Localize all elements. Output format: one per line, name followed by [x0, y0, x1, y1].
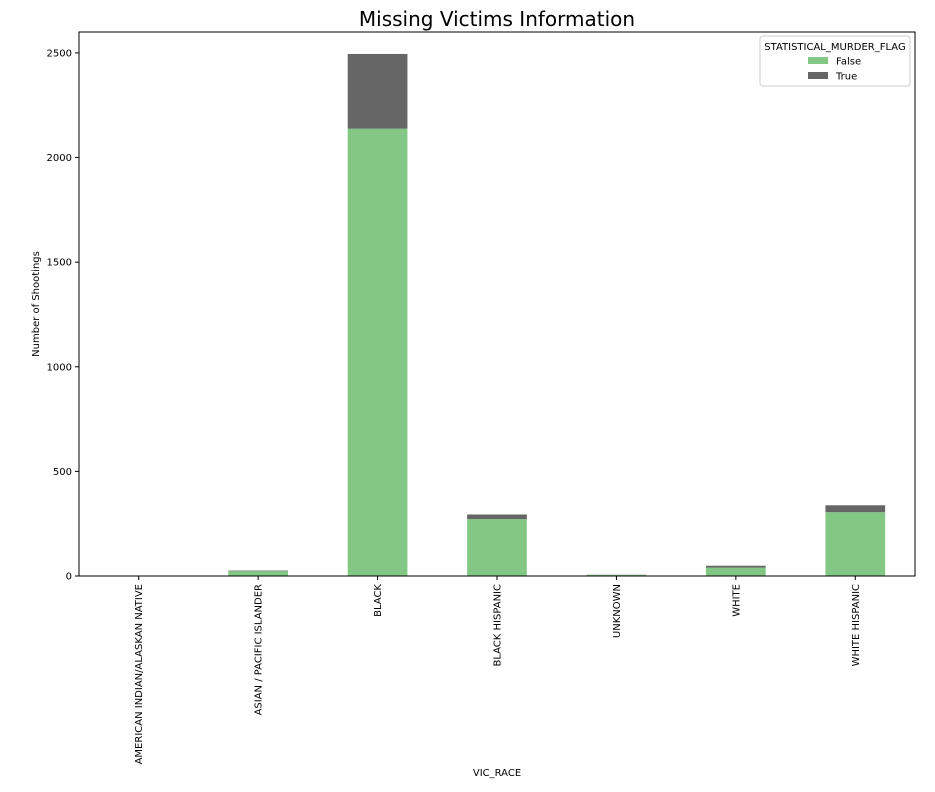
bar-false-2 — [348, 129, 408, 576]
legend-swatch-false — [808, 57, 828, 64]
y-axis-label: Number of Shootings — [31, 251, 42, 357]
x-axis: AMERICAN INDIAN/ALASKAN NATIVE ASIAN / PA… — [134, 576, 862, 764]
bar-true-5 — [706, 566, 766, 568]
legend-label-true: True — [835, 72, 857, 83]
bar-true-3 — [467, 514, 527, 519]
plot-frame — [79, 32, 915, 576]
x-tick-label: WHITE — [731, 584, 742, 617]
bar-true-6 — [825, 505, 885, 512]
x-tick-label: BLACK HISPANIC — [493, 584, 504, 667]
y-tick-label: 2000 — [47, 153, 72, 164]
x-tick-label: UNKNOWN — [612, 584, 623, 638]
bar-false-5 — [706, 568, 766, 576]
y-tick-label: 1000 — [47, 362, 72, 373]
x-axis-label: VIC_RACE — [473, 768, 521, 779]
bar-true-1 — [228, 571, 288, 572]
x-tick-label: WHITE HISPANIC — [851, 584, 862, 666]
x-tick-label: AMERICAN INDIAN/ALASKAN NATIVE — [134, 584, 145, 764]
y-tick-label: 0 — [66, 572, 72, 583]
y-tick-label: 2500 — [47, 48, 72, 59]
x-tick-label: BLACK — [373, 584, 384, 617]
legend-label-false: False — [836, 57, 861, 68]
bar-true-2 — [348, 54, 408, 129]
legend-swatch-true — [808, 72, 828, 79]
legend: STATISTICAL_MURDER_FLAG False True — [760, 36, 910, 86]
y-tick-label: 1500 — [47, 258, 72, 269]
chart-title: Missing Victims Information — [359, 7, 635, 31]
legend-title: STATISTICAL_MURDER_FLAG — [764, 42, 905, 53]
x-tick-label: ASIAN / PACIFIC ISLANDER — [254, 584, 265, 715]
bars-layer — [109, 54, 885, 576]
bar-false-1 — [228, 571, 288, 576]
y-tick-label: 500 — [53, 467, 72, 478]
y-axis: 0 500 1000 1500 2000 2500 — [47, 48, 79, 582]
bar-false-6 — [825, 512, 885, 576]
bar-false-3 — [467, 519, 527, 576]
